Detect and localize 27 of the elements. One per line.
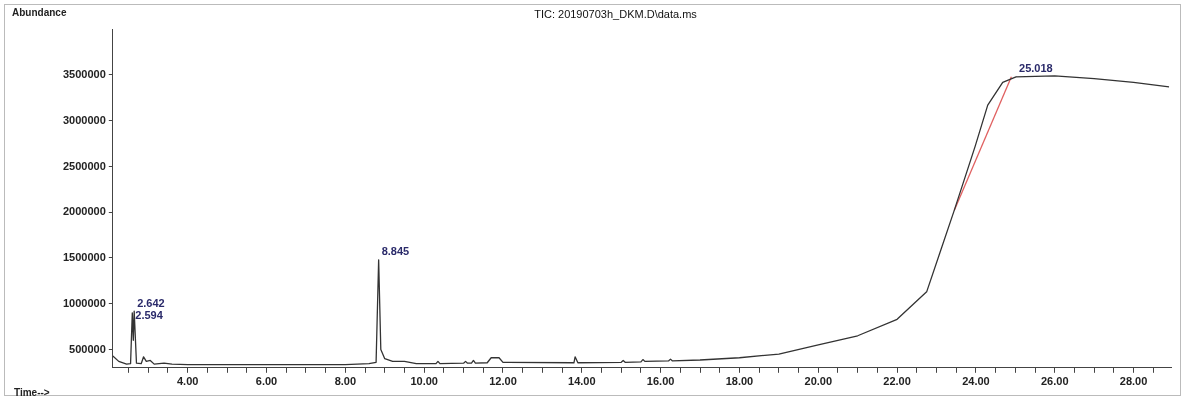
y-tick-label: 1500000 xyxy=(63,251,106,264)
x-tick-label: 6.00 xyxy=(255,375,278,388)
x-tick-label: 26.00 xyxy=(1040,375,1069,388)
y-tick-label: 3500000 xyxy=(63,67,106,80)
x-tick-label: 16.00 xyxy=(646,375,675,388)
x-tick-label: 20.00 xyxy=(804,375,833,388)
x-tick-label: 14.00 xyxy=(568,375,596,388)
annotation: 25.018 xyxy=(1019,62,1053,75)
annotation: 2.594 xyxy=(135,308,164,321)
y-axis-title: Abundance xyxy=(12,6,67,18)
x-axis-title: Time--> xyxy=(14,386,50,398)
y-tick-label: 500000 xyxy=(69,342,106,355)
y-tick-label: 2000000 xyxy=(63,205,106,218)
chart-title: TIC: 20190703h_DKM.D\data.ms xyxy=(534,7,698,20)
x-tick-label: 4.00 xyxy=(176,375,199,388)
x-tick-label: 12.00 xyxy=(489,375,517,388)
x-tick-label: 22.00 xyxy=(883,375,911,388)
x-tick-label: 18.00 xyxy=(725,375,754,388)
x-tick-label: 8.00 xyxy=(334,375,357,388)
annotation: 2.642 xyxy=(137,296,165,309)
annotation: 8.845 xyxy=(381,245,410,258)
y-tick-label: 1000000 xyxy=(63,296,106,309)
x-tick-label: 28.00 xyxy=(1119,375,1148,388)
y-tick-label: 3000000 xyxy=(63,113,106,126)
y-tick-label: 2500000 xyxy=(63,159,106,172)
x-tick-label: 24.00 xyxy=(962,375,990,388)
x-tick-label: 10.00 xyxy=(410,375,438,388)
